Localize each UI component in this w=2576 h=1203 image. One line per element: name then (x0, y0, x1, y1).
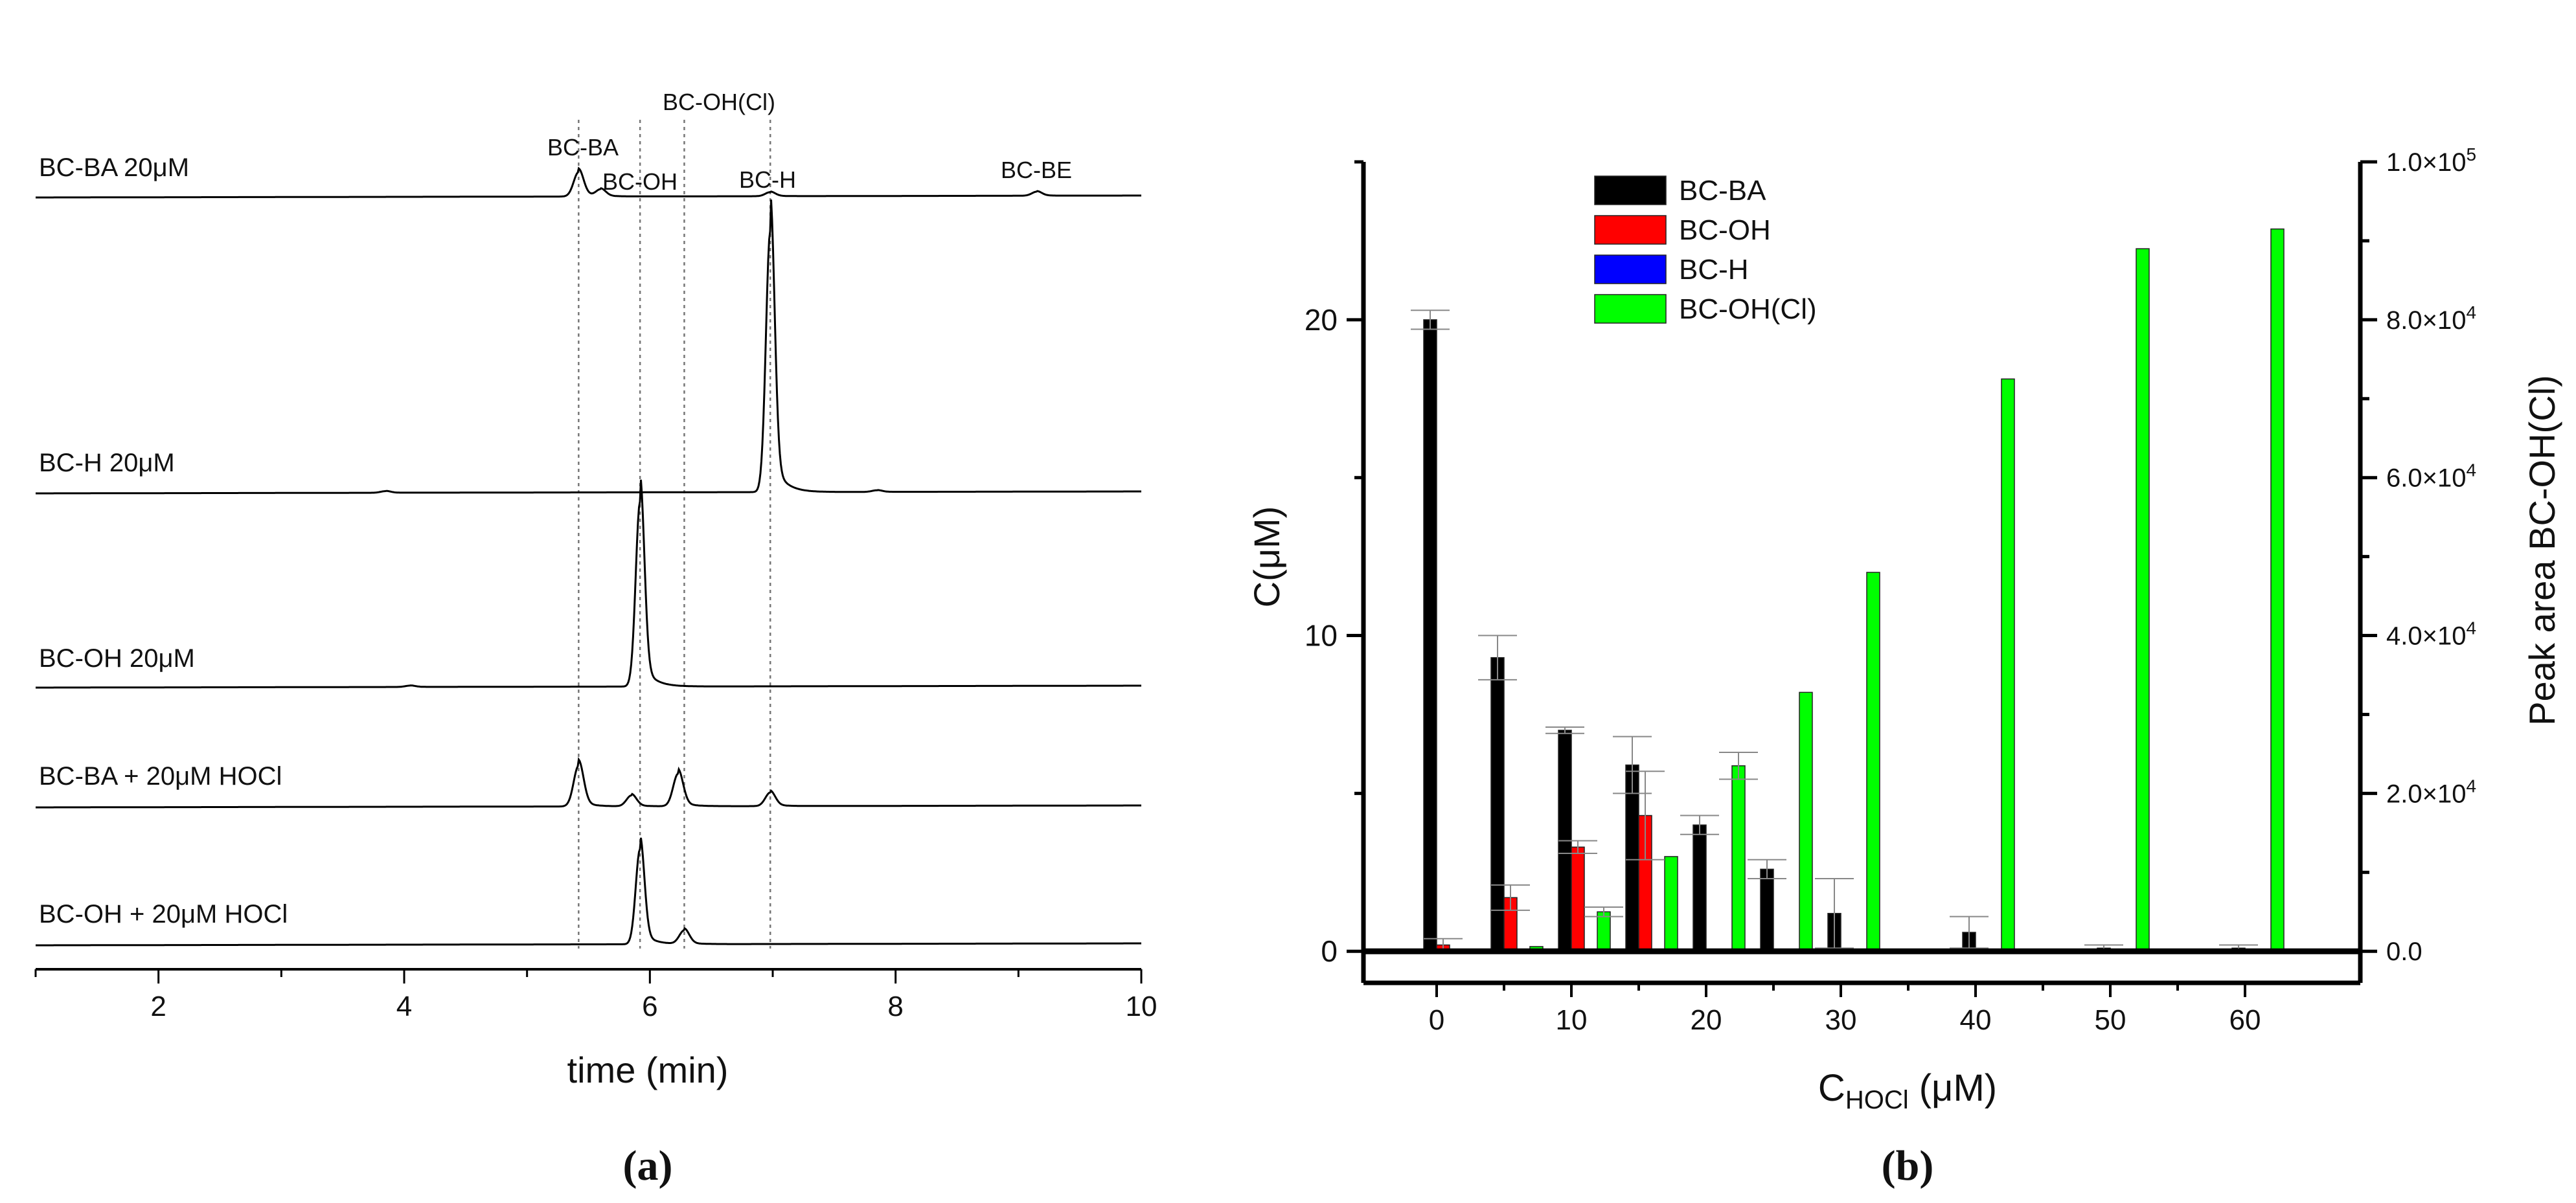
bar-bc-ohcl-50 (2136, 248, 2150, 952)
y2-tick-label: 8.0×104 (2386, 302, 2476, 335)
peak-label-1: BC-OH(Cl) (663, 89, 775, 115)
y-tick-label: 0 (1321, 934, 1338, 968)
bars (1423, 228, 2285, 952)
peak-label-3: BC-OH (602, 168, 678, 195)
panel-a-caption: (a) (623, 1142, 673, 1189)
left-y-axis-title: C(μM) (1246, 506, 1287, 608)
y-tick-label: 20 (1305, 303, 1338, 337)
time-axis: 2 4 6 8 10 (34, 968, 1157, 1022)
bar-bc-ohcl-60 (2270, 228, 2285, 952)
legend-swatch-3 (1594, 254, 1667, 284)
bar-bc-ohcl-25 (1799, 691, 1813, 952)
bar-bc-ba-25 (1760, 868, 1774, 952)
trace-label-5: BC-OH + 20μM HOCl (39, 900, 288, 928)
plot-frame (1361, 162, 2363, 985)
x-tick-label: 6 (642, 991, 657, 1022)
y2-tick-label: 0.0 (2386, 938, 2422, 966)
x-tick-label: 4 (396, 991, 412, 1022)
x-tick-label: 2 (150, 991, 166, 1022)
legend-label-3: BC-H (1679, 254, 1749, 286)
y2-tick-label: 2.0×104 (2386, 776, 2476, 808)
x-tick-label: 0 (1429, 1004, 1444, 1036)
peak-guide-lines (578, 120, 771, 949)
peak-labels: BC-OH(Cl) BC-BA BC-OH BC-H BC-BE (547, 89, 1072, 195)
trace-label-4: BC-BA + 20μM HOCl (39, 762, 282, 791)
peak-label-2: BC-BA (547, 134, 619, 161)
peak-label-5: BC-BE (1001, 157, 1072, 183)
x-tick-label: 20 (1691, 1004, 1722, 1036)
trace-2 (36, 199, 1141, 495)
trace-1 (36, 166, 1141, 199)
trace-4 (36, 757, 1141, 809)
bar-bc-ohcl-10 (1597, 911, 1611, 952)
peak-label-4: BC-H (739, 166, 796, 193)
legend-swatch-4 (1594, 294, 1667, 324)
x-axis-title: CHOCl (μM) (1818, 1067, 1997, 1114)
bar-bc-ohcl-30 (1866, 572, 1880, 952)
x-tick-label: 60 (2229, 1004, 2261, 1036)
bar-bc-ohcl-40 (2001, 378, 2015, 952)
y2-tick-label: 4.0×104 (2386, 618, 2476, 651)
trace-label-2: BC-H 20μM (39, 449, 175, 477)
right-y-axis-title: Peak area BC-OH(Cl) (2522, 375, 2562, 725)
x-tick-label: 8 (887, 991, 903, 1022)
legend-swatch-2 (1594, 215, 1667, 245)
panel-a-chromatograms: BC-BA 20μM BC-H 20μM BC-OH 20μM BC-BA + 20μ… (34, 89, 1157, 1189)
bar-bc-ba-5 (1490, 657, 1505, 952)
bar-bc-ba-0 (1423, 319, 1437, 952)
legend: BC-BA BC-OH BC-H BC-OH(Cl) (1594, 175, 1817, 325)
error-bars (1411, 309, 2258, 952)
panel-b-bar-chart: 0 10 20 0.0 2.0×104 4.0×104 6.0×104 8.0×104 1.0… (1246, 144, 2562, 1189)
trace-3 (36, 479, 1141, 689)
bar-bc-ohcl-15 (1664, 856, 1678, 952)
x-tick-label: 10 (1556, 1004, 1588, 1036)
legend-swatch-1 (1594, 175, 1667, 205)
x-tick-label: 50 (2095, 1004, 2126, 1036)
legend-label-1: BC-BA (1679, 175, 1766, 207)
time-axis-title: time (min) (567, 1050, 729, 1090)
y2-tick-label: 6.0×104 (2386, 460, 2476, 493)
legend-label-4: BC-OH(Cl) (1679, 293, 1817, 325)
left-y-axis: 0 10 20 (1305, 160, 1363, 968)
trace-5 (36, 837, 1141, 947)
trace-labels: BC-BA 20μM BC-H 20μM BC-OH 20μM BC-BA + 20μ… (39, 153, 288, 928)
bar-bc-oh-10 (1571, 846, 1585, 952)
chromatogram-traces (36, 166, 1141, 947)
bar-bc-ba-20 (1693, 824, 1707, 952)
legend-label-2: BC-OH (1679, 214, 1771, 246)
x-axis: 0 10 20 30 40 50 60 (1429, 983, 2261, 1036)
trace-label-3: BC-OH 20μM (39, 644, 195, 673)
y-tick-label: 10 (1305, 619, 1338, 653)
x-tick-label: 10 (1126, 991, 1157, 1022)
right-y-axis: 0.0 2.0×104 4.0×104 6.0×104 8.0×104 1.0×105 (2360, 144, 2476, 966)
y2-tick-label: 1.0×105 (2386, 144, 2476, 177)
panel-b-caption: (b) (1882, 1142, 1934, 1189)
x-tick-label: 40 (1960, 1004, 1992, 1036)
x-tick-label: 30 (1825, 1004, 1857, 1036)
bar-bc-ohcl-20 (1731, 765, 1746, 952)
trace-label-1: BC-BA 20μM (39, 153, 189, 182)
